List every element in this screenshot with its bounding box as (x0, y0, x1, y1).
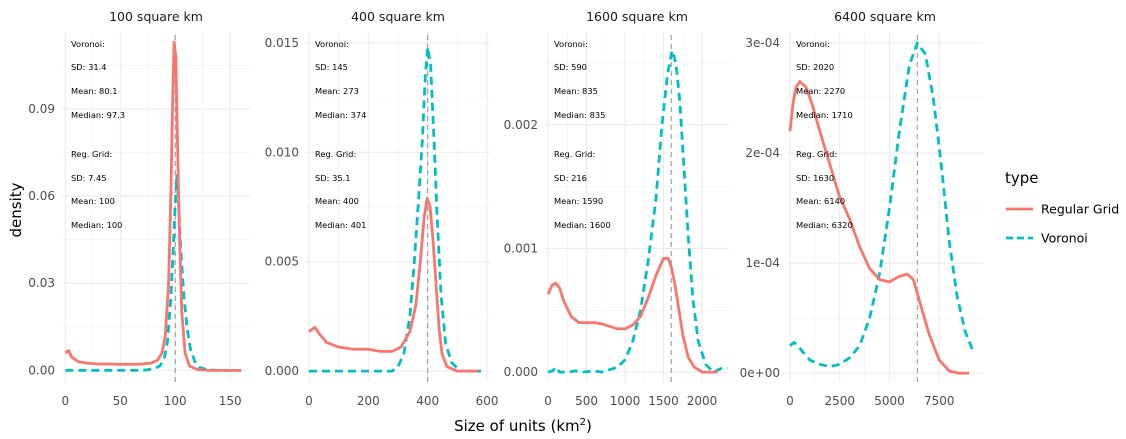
y-tick-label: 1e-04 (745, 256, 780, 270)
x-axis-title: Size of units (km2) (454, 417, 592, 435)
y-tick-label: 0.000 (265, 364, 299, 378)
stat-annotation: Voronoi: (554, 39, 588, 49)
stat-annotation: Voronoi: (315, 39, 349, 49)
stat-annotation: Voronoi: (71, 39, 105, 49)
legend-label-voronoi: Voronoi (1041, 231, 1088, 246)
stat-annotation: Mean: 2270 (796, 86, 845, 96)
facet-panel-100-square-km: 100 square km 0.00 0.03 0.06 0.09 0 50 100 150 Vo… (28, 9, 250, 408)
x-tick-label: 400 (416, 394, 439, 408)
panel-title: 400 square km (351, 9, 445, 24)
y-tick-label: 0.001 (504, 241, 538, 255)
stat-annotation: Median: 1600 (554, 220, 611, 230)
x-tick-label: 150 (219, 394, 242, 408)
stat-annotation: Mean: 100 (71, 196, 115, 206)
y-axis-title: density (7, 182, 25, 237)
y-tick-label: 0.00 (28, 363, 55, 377)
stat-annotation: SD: 31.4 (71, 62, 107, 72)
stat-annotation: Reg. Grid: (315, 149, 356, 159)
stat-annotation: SD: 7.45 (71, 173, 107, 183)
x-tick-label: 5000 (874, 394, 905, 408)
y-tick-label: 0.015 (265, 36, 299, 50)
x-tick-label: 0 (61, 394, 69, 408)
y-tick-label: 0.06 (28, 189, 55, 203)
y-tick-label: 0.09 (28, 102, 55, 116)
stat-annotation: SD: 1630 (796, 173, 834, 183)
stat-annotation: Mean: 400 (315, 196, 359, 206)
panel-title: 1600 square km (586, 9, 688, 24)
stat-annotation: Median: 100 (71, 220, 122, 230)
y-tick-label: 0.005 (265, 255, 299, 269)
x-tick-label: 1500 (648, 394, 679, 408)
x-tick-label: 500 (575, 394, 598, 408)
stat-annotation: Voronoi: (796, 39, 830, 49)
y-tick-label: 3e-04 (745, 36, 780, 50)
y-tick-label: 0e+00 (740, 366, 780, 380)
stat-annotation: Mean: 273 (315, 86, 359, 96)
stat-annotation: SD: 590 (554, 62, 587, 72)
stat-annotation: Median: 835 (554, 110, 605, 120)
x-tick-label: 200 (357, 394, 380, 408)
panel-title: 6400 square km (834, 9, 936, 24)
stat-annotation: Reg. Grid: (71, 149, 112, 159)
x-tick-label: 2000 (687, 394, 718, 408)
series-line-voronoi (548, 51, 727, 373)
stat-annotation: Mean: 1590 (554, 196, 603, 206)
stat-annotation: Mean: 835 (554, 86, 598, 96)
legend-label-regular-grid: Regular Grid (1041, 202, 1119, 217)
x-tick-label: 50 (113, 394, 128, 408)
facet-panel-400-square-km: 400 square km 0.000 0.005 0.010 0.015 0 200 400… (265, 9, 499, 408)
legend-title: type (1005, 169, 1039, 187)
x-tick-label: 0 (786, 394, 794, 408)
x-tick-label: 0 (305, 394, 313, 408)
stat-annotation: Median: 401 (315, 220, 366, 230)
facet-panel-6400-square-km: 6400 square km 0e+00 1e-04 2e-04 3e-04 0 2500 5… (740, 9, 983, 408)
x-tick-label: 1000 (610, 394, 641, 408)
stat-annotation: Reg. Grid: (554, 149, 595, 159)
stat-annotation: Median: 1710 (796, 110, 853, 120)
stat-annotation: SD: 35.1 (315, 173, 351, 183)
y-tick-label: 0.03 (28, 276, 55, 290)
stat-annotation: SD: 145 (315, 62, 348, 72)
stat-annotation: Median: 374 (315, 110, 366, 120)
y-tick-label: 0.010 (265, 145, 299, 159)
stat-annotation: Reg. Grid: (796, 149, 837, 159)
panel-title: 100 square km (109, 9, 203, 24)
y-tick-label: 0.000 (504, 365, 538, 379)
stat-annotation: Mean: 6140 (796, 196, 845, 206)
x-tick-label: 600 (476, 394, 499, 408)
facet-panel-1600-square-km: 1600 square km 0.000 0.001 0.002 0 500 1000 150… (504, 9, 729, 408)
y-tick-label: 0.002 (504, 118, 538, 132)
x-tick-label: 7500 (924, 394, 955, 408)
x-tick-label: 100 (164, 394, 187, 408)
x-tick-label: 2500 (824, 394, 855, 408)
stat-annotation: SD: 2020 (796, 62, 834, 72)
stat-annotation: Median: 6320 (796, 220, 853, 230)
stat-annotation: SD: 216 (554, 173, 587, 183)
y-tick-label: 2e-04 (745, 146, 780, 160)
x-tick-label: 0 (544, 394, 552, 408)
stat-annotation: Median: 97.3 (71, 110, 125, 120)
stat-annotation: Mean: 80.1 (71, 86, 118, 96)
